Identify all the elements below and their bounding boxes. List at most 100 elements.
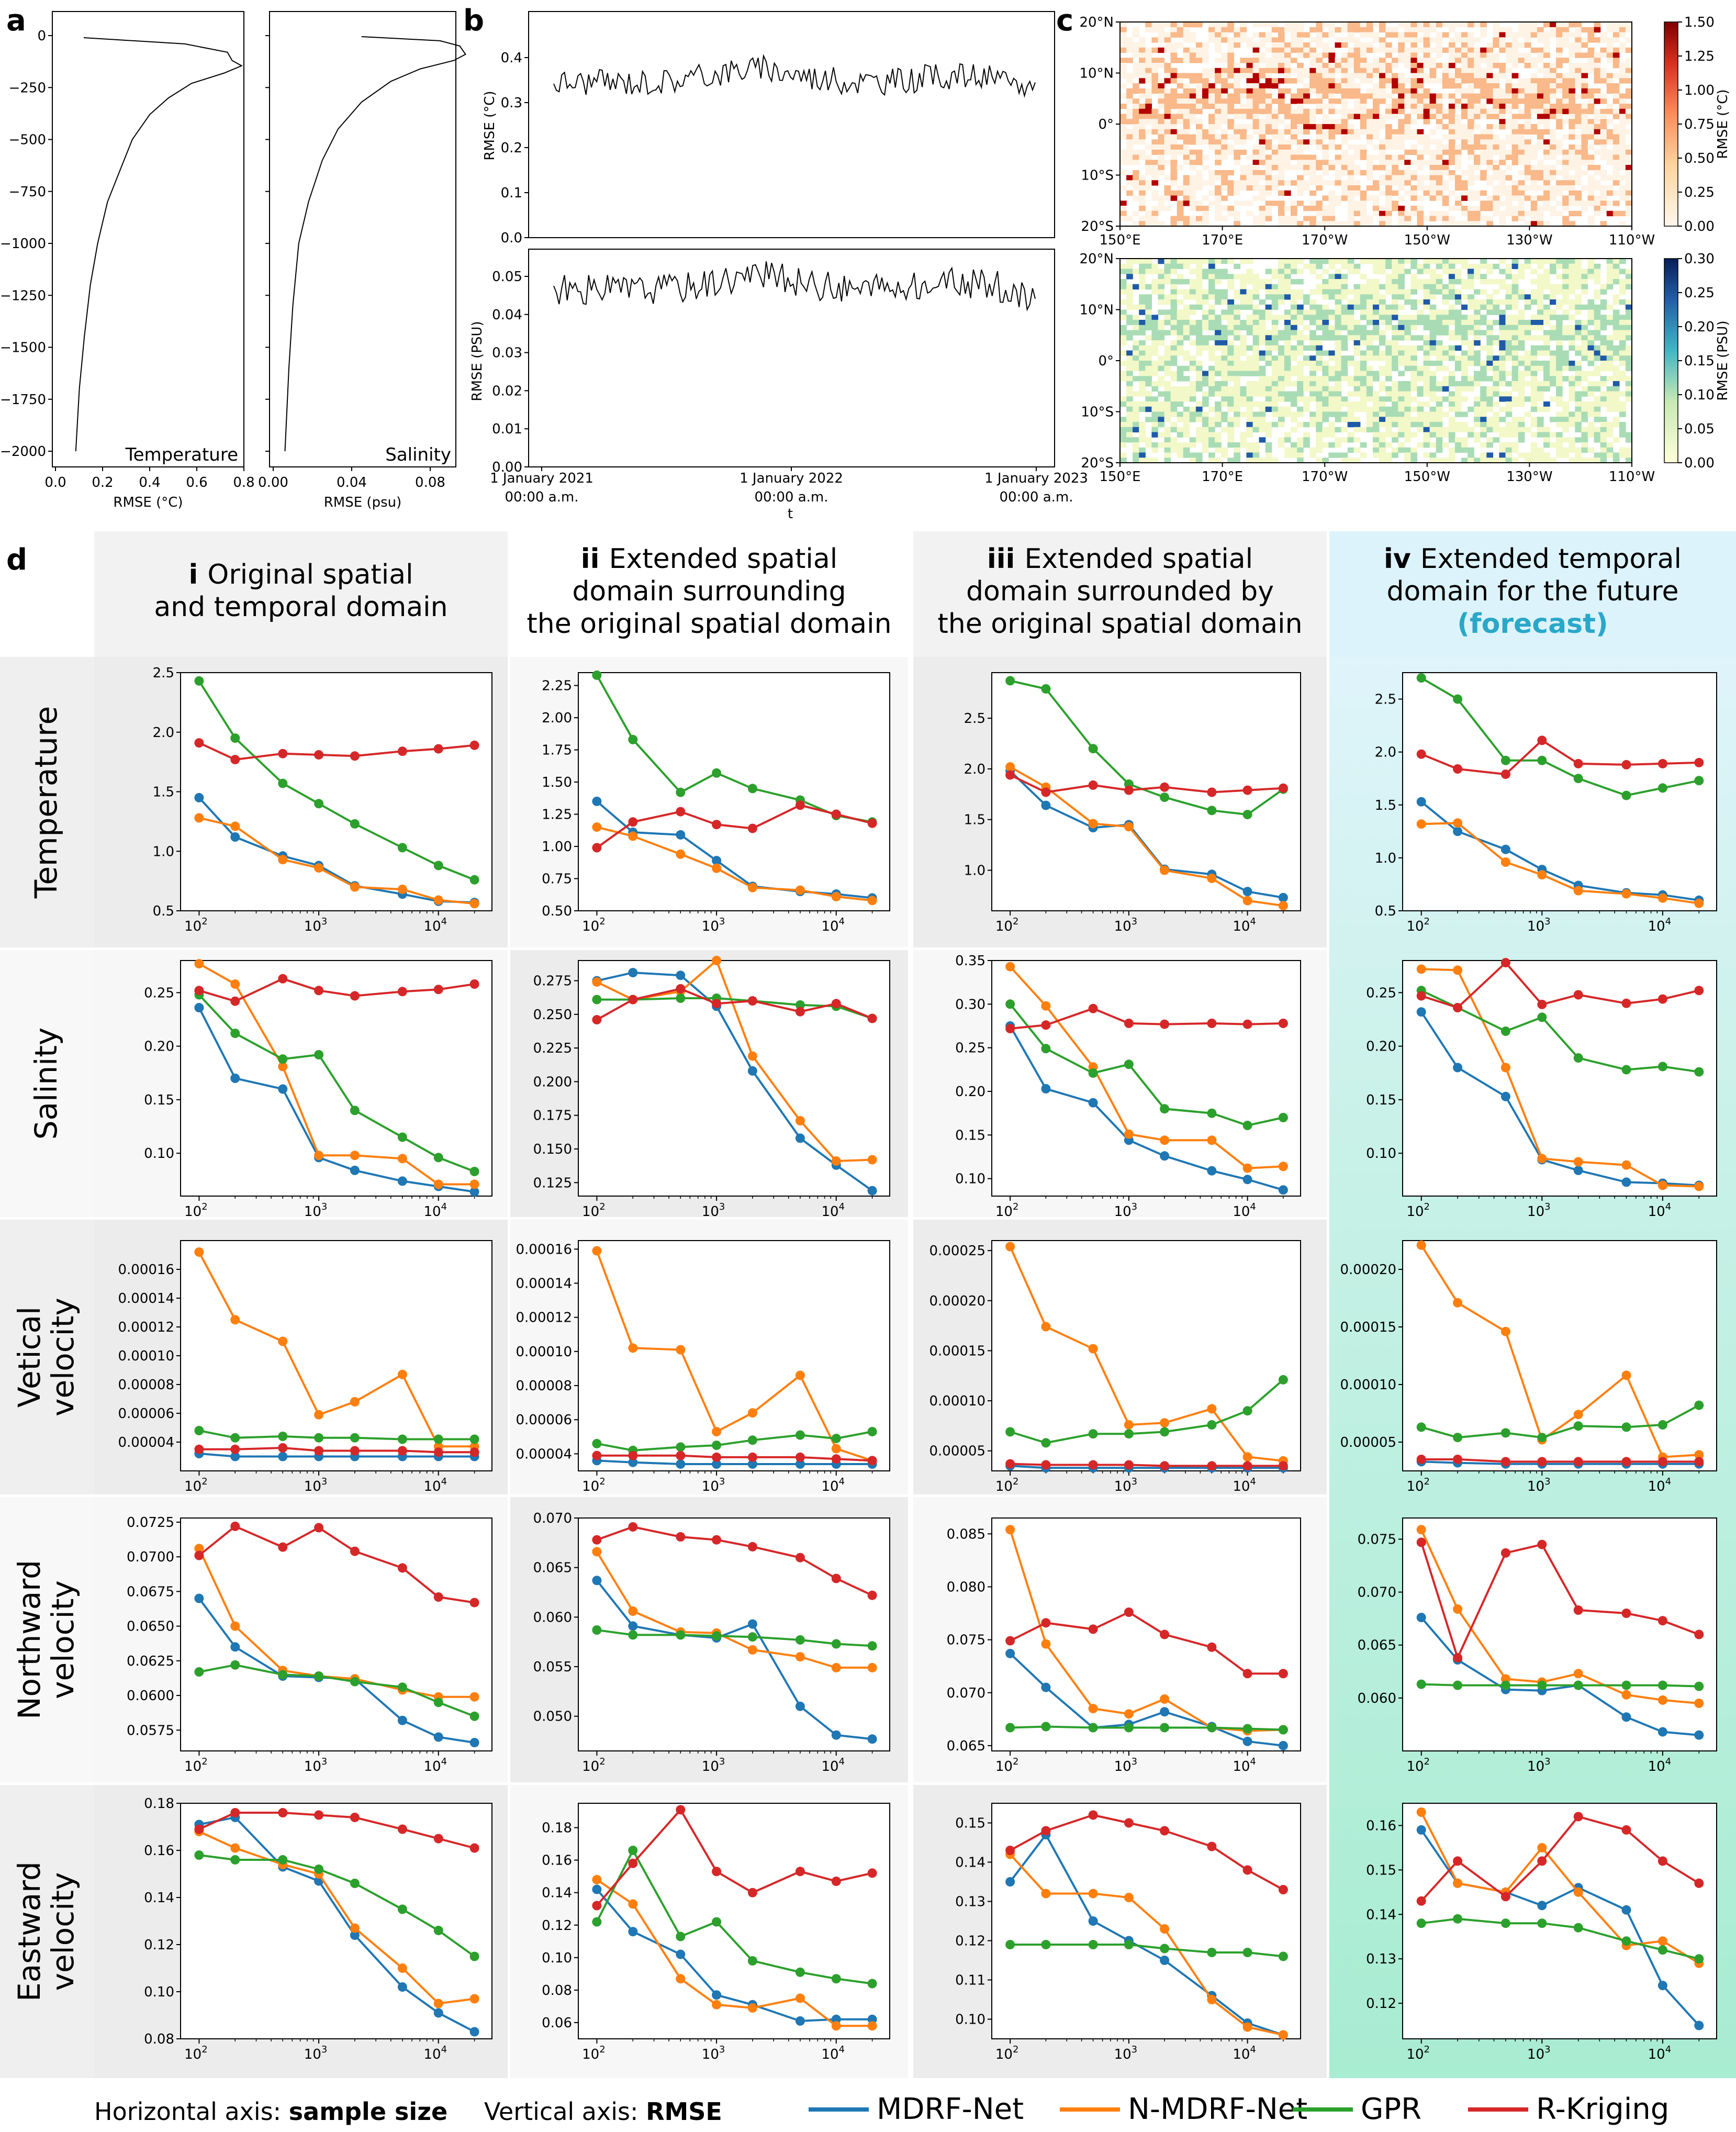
map-cell <box>1297 381 1304 387</box>
map-cell <box>1423 299 1430 305</box>
map-cell <box>1480 365 1487 372</box>
map-cell <box>1569 345 1575 351</box>
map-cell <box>1353 190 1361 196</box>
map-cell <box>1284 371 1291 376</box>
map-cell <box>1550 294 1556 300</box>
map-cell <box>1587 185 1595 191</box>
map-cell <box>1347 88 1354 94</box>
map-cell <box>1619 119 1626 125</box>
map-cell <box>1410 78 1418 84</box>
map-cell <box>1373 406 1380 412</box>
map-cell <box>1170 93 1178 99</box>
map-cell <box>1322 401 1329 407</box>
map-cell <box>1297 320 1304 326</box>
map-cell <box>1556 396 1563 402</box>
map-cell <box>1335 200 1342 206</box>
map-cell <box>1468 47 1474 53</box>
map-cell <box>1151 119 1159 125</box>
map-cell <box>1328 401 1336 407</box>
map-cell <box>1461 134 1468 140</box>
map-cell <box>1316 345 1323 351</box>
map-cell <box>1550 149 1556 155</box>
map-cell <box>1486 417 1493 422</box>
map-cell <box>1569 98 1575 104</box>
map-cell <box>1347 160 1354 165</box>
map-cell <box>1410 263 1418 270</box>
map-cell <box>1442 149 1449 155</box>
map-cell <box>1246 114 1253 119</box>
map-cell <box>1120 200 1127 206</box>
map-cell <box>1145 88 1152 94</box>
map-cell <box>1404 37 1411 43</box>
map-cell <box>1221 325 1228 331</box>
map-cell <box>1392 432 1398 438</box>
ytick-label: 1.5 <box>153 785 174 800</box>
map-cell <box>1177 32 1184 38</box>
map-cell <box>1442 284 1449 290</box>
map-cell <box>1189 361 1196 366</box>
map-cell <box>1454 200 1462 206</box>
map-cell <box>1316 401 1323 407</box>
map-cell <box>1392 289 1398 295</box>
map-cell <box>1493 401 1500 407</box>
map-cell <box>1278 386 1285 392</box>
map-cell <box>1575 437 1582 443</box>
map-cell <box>1158 335 1165 341</box>
map-cell <box>1126 294 1133 300</box>
map-cell <box>1240 37 1247 43</box>
map-cell <box>1429 315 1437 320</box>
map-cell <box>1139 447 1146 453</box>
map-cell <box>1366 175 1373 181</box>
map-cell <box>1448 355 1455 361</box>
map-cell <box>1619 269 1626 274</box>
map-cell <box>1158 165 1165 171</box>
map-cell <box>1404 27 1411 33</box>
map-cell <box>1530 442 1538 448</box>
map-cell <box>1537 294 1544 300</box>
map-cell <box>1410 88 1418 94</box>
map-cell <box>1511 206 1519 211</box>
map-cell <box>1335 299 1342 305</box>
map-cell <box>1347 432 1354 438</box>
map-cell <box>1398 216 1405 221</box>
map-cell <box>1297 335 1304 341</box>
map-cell <box>1126 129 1133 135</box>
map-cell <box>1474 114 1481 119</box>
map-cell <box>1474 411 1481 417</box>
map-cell <box>1322 294 1329 300</box>
map-cell <box>1569 88 1575 94</box>
map-cell <box>1575 325 1582 331</box>
panel-c-lon-label: 150°W <box>1404 232 1450 248</box>
salinity-colorbar <box>1664 258 1678 463</box>
map-cell <box>1423 58 1430 63</box>
map-cell <box>1151 263 1159 270</box>
map-cell <box>1309 58 1316 63</box>
map-cell <box>1556 83 1563 89</box>
map-cell <box>1619 78 1626 84</box>
map-cell <box>1398 221 1405 227</box>
map-cell <box>1505 269 1513 274</box>
map-cell <box>1581 335 1588 341</box>
map-cell <box>1373 263 1380 270</box>
colorbar-tick-label: 0.20 <box>1684 319 1715 335</box>
map-cell <box>1284 149 1291 155</box>
map-cell <box>1360 376 1367 382</box>
map-cell <box>1436 325 1443 331</box>
map-cell <box>1240 442 1247 448</box>
map-cell <box>1170 88 1178 94</box>
map-cell <box>1612 376 1620 382</box>
map-cell <box>1360 93 1367 99</box>
map-cell <box>1518 185 1525 191</box>
map-cell <box>1202 401 1209 407</box>
map-cell <box>1562 361 1569 366</box>
map-cell <box>1309 447 1316 453</box>
map-cell <box>1366 330 1373 336</box>
map-cell <box>1518 216 1525 221</box>
map-cell <box>1392 104 1398 109</box>
map-cell <box>1448 457 1455 463</box>
map-cell <box>1360 216 1367 221</box>
map-cell <box>1392 411 1398 417</box>
panel-b-ytick-label: 0.4 <box>501 50 522 66</box>
map-cell <box>1126 330 1133 336</box>
map-cell <box>1511 350 1519 356</box>
